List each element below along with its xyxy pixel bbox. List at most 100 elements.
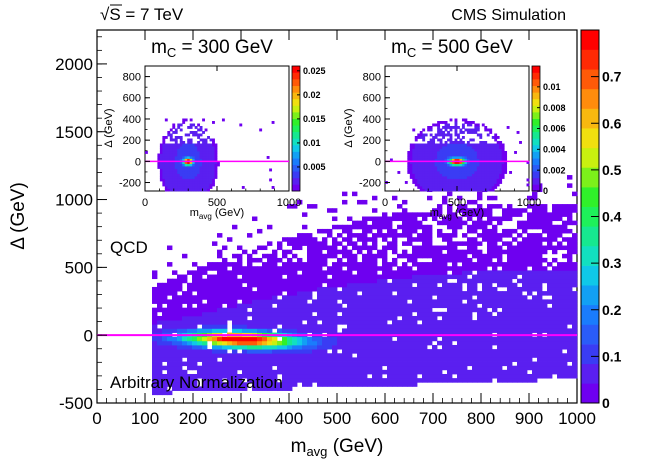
in1-cell [494,156,498,159]
main-cell [432,324,438,329]
main-cell [392,262,398,267]
main-cell [262,295,268,300]
main-cell [502,373,508,379]
main-cell [357,382,363,387]
in0-cell [187,183,191,187]
main-cell [357,361,363,367]
main-cell [387,299,393,304]
main-cell [467,245,473,251]
main-cell [512,253,518,259]
main-cell [447,365,453,371]
main-cell [517,344,523,350]
main-cell [312,237,318,242]
main-cell [362,303,368,309]
main-cell [357,307,363,313]
in0-cell [162,178,166,182]
main-cell [442,353,448,358]
in1-cell [464,171,468,174]
main-cell [522,228,528,234]
main-cell [532,311,538,317]
colorbar-tick-label: 0.015 [303,114,326,124]
in1-cell [501,158,505,162]
in1-cell [469,123,473,127]
main-cell [547,233,553,238]
main-cell [487,212,493,217]
in1-cell [481,153,485,157]
main-cell [482,270,488,275]
main-cell [437,357,443,362]
main-cell [167,340,173,346]
in1-cell [442,143,445,147]
main-cell [307,262,313,267]
in0-cell [209,158,213,162]
main-cell [322,253,328,259]
main-cell [537,336,543,342]
main-cell [487,365,493,371]
main-cell [302,311,308,317]
in1-cell [471,153,475,157]
main-cell [257,270,263,275]
main-cell [477,195,483,201]
main-cell [357,303,363,309]
in1-cell [486,173,490,177]
main-cell [422,241,428,246]
in0-cell [177,171,181,174]
main-cell [362,286,368,292]
main-cell [197,386,203,391]
main-cell [537,315,543,321]
main-cell [467,257,473,263]
main-cell [422,216,428,222]
main-cell [512,208,518,213]
main-cell [492,228,498,234]
in1-cell [464,148,468,152]
main-cell [362,274,368,280]
in1-cell [469,153,473,157]
main-cell [297,291,303,296]
main-cell [537,328,543,333]
in0-cell [174,131,178,134]
in1-cell [469,163,473,167]
main-cell [157,378,163,383]
main-cell [527,233,533,238]
main-cell [432,315,438,321]
in0-cell [177,161,181,164]
in0-cell [177,163,181,167]
in1-cell [437,138,441,142]
main-cell [537,369,543,375]
in1-cell [417,181,421,184]
in0-cell [239,123,243,127]
main-cell [417,353,423,358]
in0-cell [192,181,196,184]
colorbar-band [532,66,540,73]
in0-cell [266,156,270,159]
main-cell [462,233,468,238]
in0-cell [174,188,178,192]
main-cell [517,270,523,275]
main-cell [152,299,158,304]
in1-cell [459,143,463,147]
main-cell [422,340,428,346]
main-cell [347,328,353,333]
main-cell [472,378,478,383]
main-cell [372,233,378,238]
main-cell [397,233,403,238]
main-cell [517,257,523,263]
in0-cell [167,163,171,167]
main-cell [237,291,243,296]
main-cell [532,282,538,288]
main-cell [407,311,413,317]
main-cell [562,361,568,367]
main-cell [217,274,223,280]
main-cell [292,328,298,333]
main-cell [472,353,478,358]
svg-text:√S = 7 TeV: √S = 7 TeV [100,5,184,24]
main-cell [287,344,293,350]
main-cell [357,278,363,284]
in0-cell [179,153,183,157]
main-cell [452,233,458,238]
main-cell [567,369,573,375]
main-cell [402,274,408,280]
main-cell [497,237,503,242]
in1-cell [412,158,416,162]
main-cell [417,274,423,280]
